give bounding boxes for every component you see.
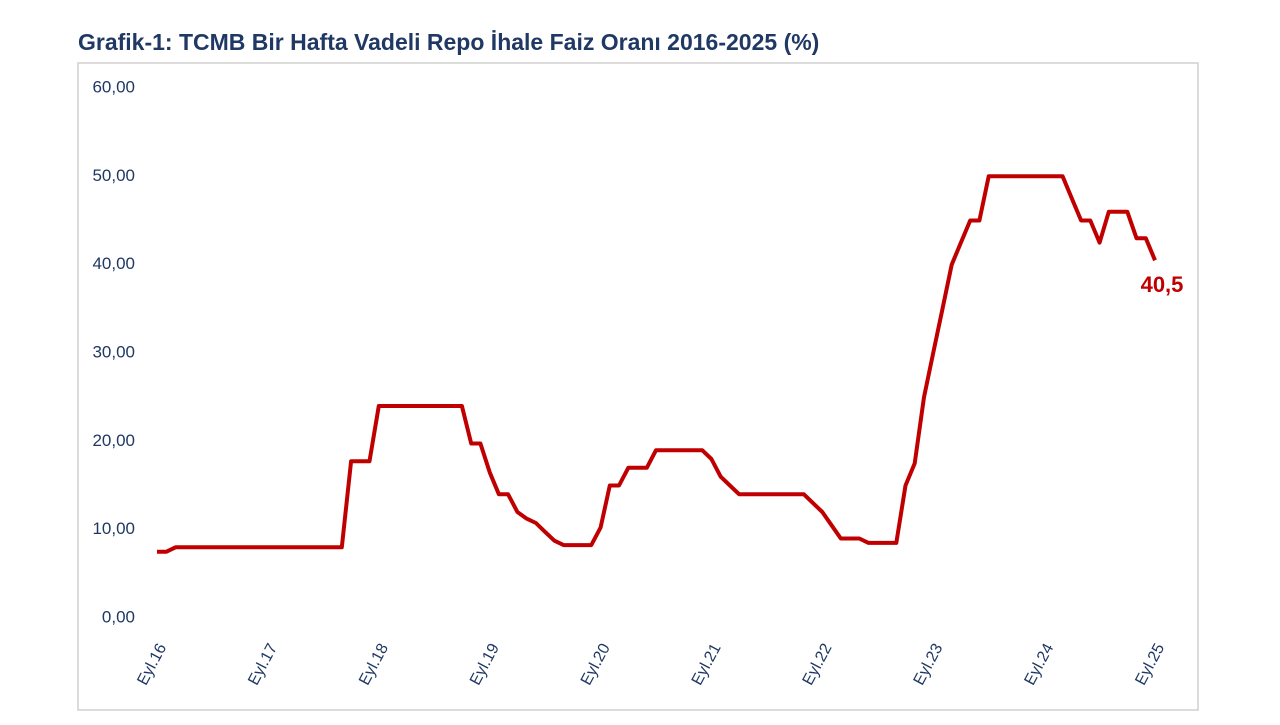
x-tick-label: Eyl.21 — [689, 641, 725, 688]
x-tick-label: Eyl.22 — [800, 641, 836, 688]
x-tick-label: Eyl.16 — [134, 641, 170, 688]
y-tick-label: 10,00 — [92, 519, 135, 538]
x-tick-label: Eyl.17 — [245, 641, 281, 688]
chart-title: Grafik-1: TCMB Bir Hafta Vadeli Repo İha… — [78, 29, 819, 55]
x-tick-label: Eyl.23 — [911, 641, 947, 688]
x-tick-label: Eyl.24 — [1021, 641, 1057, 688]
x-tick-label: Eyl.18 — [356, 641, 392, 688]
data-label: 40,5 — [1141, 272, 1184, 297]
x-tick-label: Eyl.19 — [467, 641, 503, 688]
y-tick-label: 50,00 — [92, 166, 135, 185]
y-tick-label: 40,00 — [92, 254, 135, 273]
y-tick-label: 20,00 — [92, 431, 135, 450]
x-tick-label: Eyl.25 — [1132, 641, 1168, 688]
x-tick-label: Eyl.20 — [578, 641, 614, 688]
data-line — [157, 174, 1157, 554]
chart-frame — [77, 62, 1199, 711]
y-tick-label: 0,00 — [102, 607, 135, 626]
y-tick-label: 30,00 — [92, 342, 135, 361]
y-tick-label: 60,00 — [92, 77, 135, 96]
